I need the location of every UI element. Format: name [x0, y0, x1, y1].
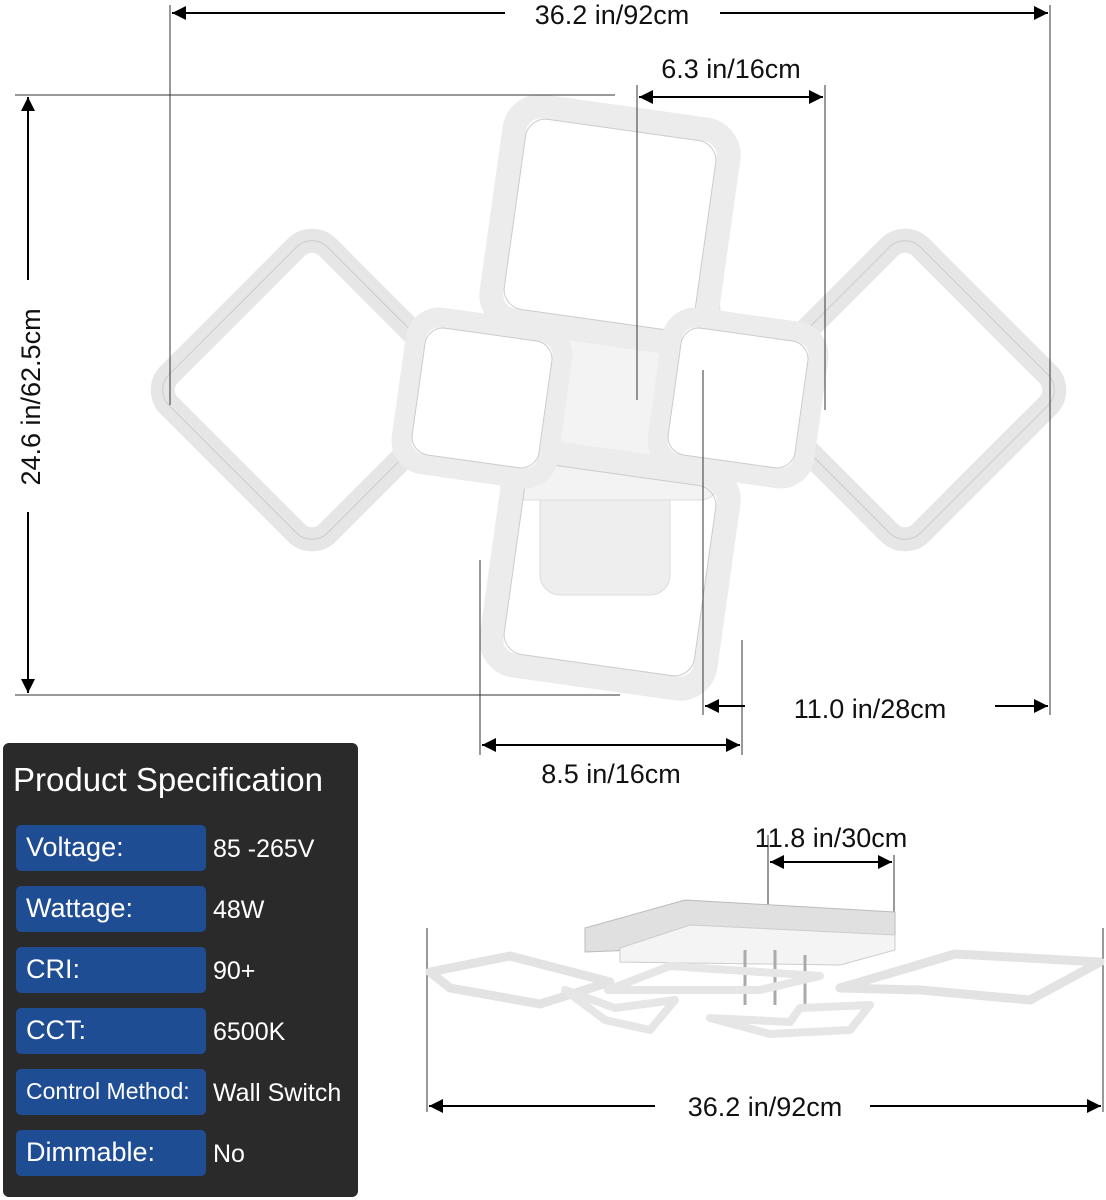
- spec-row: Dimmable: No: [16, 1130, 356, 1176]
- spec-label: Control Method:: [16, 1069, 206, 1115]
- spec-value: No: [213, 1140, 245, 1168]
- spec-value: 6500K: [213, 1018, 286, 1046]
- spec-value: 90+: [213, 957, 256, 985]
- side-ring-label: 11.0 in/28cm: [794, 694, 947, 724]
- spec-label: Wattage:: [16, 886, 206, 932]
- side-view-lamp: [425, 899, 1105, 1038]
- spec-label: CRI:: [16, 947, 206, 993]
- spec-value: 48W: [213, 896, 265, 924]
- top-view-lamp: [150, 94, 1067, 701]
- spec-value: 85 -265V: [213, 835, 315, 863]
- spec-row: Control Method: Wall Switch: [16, 1069, 356, 1115]
- top-ring-label: 6.3 in/16cm: [661, 54, 801, 84]
- canopy-label: 11.8 in/30cm: [755, 823, 908, 853]
- spec-label: Dimmable:: [16, 1130, 206, 1176]
- spec-value: Wall Switch: [213, 1079, 342, 1107]
- spec-row: CCT: 6500K: [16, 1008, 356, 1054]
- spec-label: Voltage:: [16, 825, 206, 871]
- dimension-arrows: [21, 6, 1101, 1113]
- total-width-label: 36.2 in/92cm: [535, 0, 690, 30]
- spec-title: Product Specification: [13, 761, 324, 798]
- bottom-ring-label: 8.5 in/16cm: [541, 759, 681, 789]
- height-label: 24.6 in/62.5cm: [16, 308, 46, 485]
- spec-row: CRI: 90+: [16, 947, 356, 993]
- spec-row: Voltage: 85 -265V: [16, 825, 356, 871]
- spec-label: CCT:: [16, 1008, 206, 1054]
- spec-panel: Product Specification Voltage: 85 -265V W…: [3, 743, 358, 1197]
- side-width-label: 36.2 in/92cm: [688, 1092, 843, 1122]
- spec-row: Wattage: 48W: [16, 886, 356, 932]
